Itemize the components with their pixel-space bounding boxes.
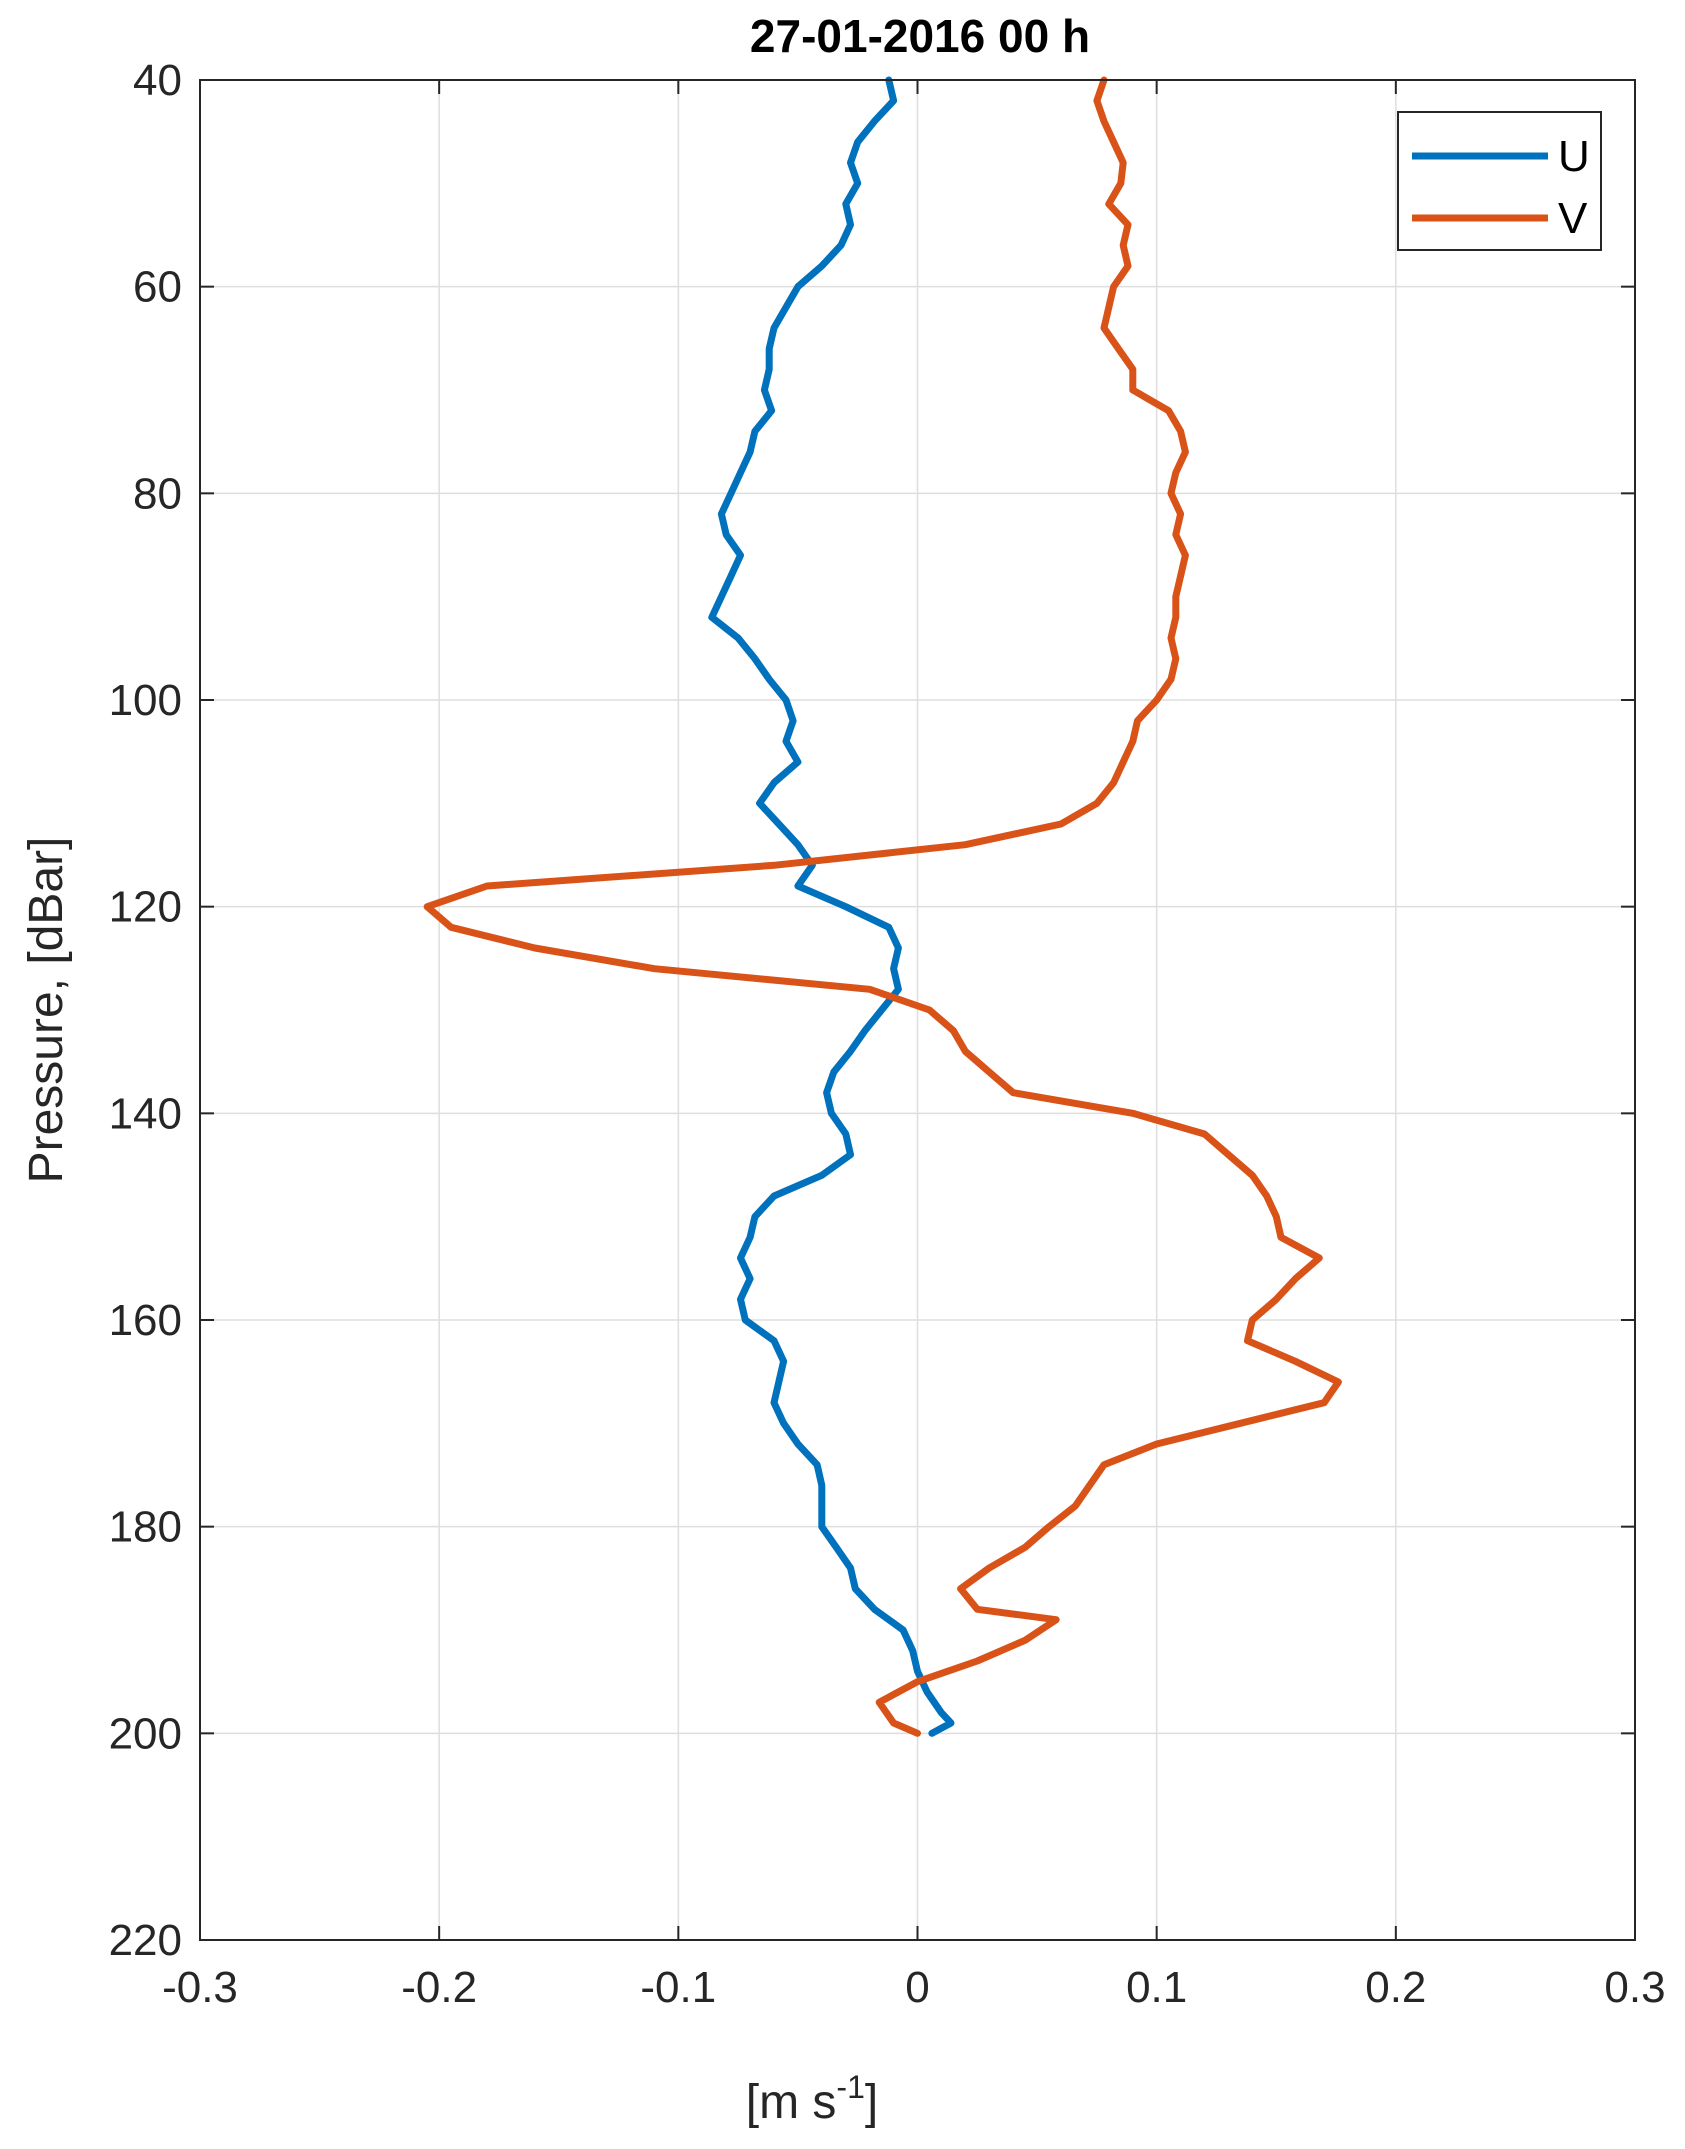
- legend-label-v: V: [1558, 194, 1588, 243]
- x-tick-label: -0.3: [162, 1963, 238, 2012]
- y-tick-label: 160: [109, 1296, 182, 1345]
- x-axis-ticks: -0.3 -0.2 -0.1 0 0.1 0.2 0.3: [162, 80, 1666, 2012]
- x-axis-label-superscript: -1: [836, 2069, 864, 2105]
- series-u-line: [708, 76, 955, 1737]
- x-axis-label-suffix: ]: [865, 2076, 878, 2129]
- y-tick-label: 100: [109, 676, 182, 725]
- y-axis-label: Pressure, [dBar]: [20, 837, 73, 1184]
- series-v-line: [423, 76, 1342, 1737]
- x-tick-label: 0.1: [1126, 1963, 1187, 2012]
- y-tick-label: 120: [109, 883, 182, 932]
- legend-label-u: U: [1558, 132, 1590, 181]
- x-tick-label: 0: [905, 1963, 929, 2012]
- series-layer: [423, 76, 1342, 1737]
- y-tick-label: 220: [109, 1916, 182, 1965]
- chart-title: 27-01-2016 00 h: [750, 10, 1090, 62]
- x-axis-label-main: [m s: [746, 2076, 837, 2129]
- y-tick-label: 140: [109, 1089, 182, 1138]
- y-tick-label: 200: [109, 1709, 182, 1758]
- legend-box: [1397, 111, 1602, 251]
- x-tick-label: 0.2: [1365, 1963, 1426, 2012]
- y-axis-ticks: 40 60 80 100 120 140 160 180 200 220: [109, 56, 1635, 1965]
- legend: UV: [1397, 111, 1602, 251]
- x-tick-label: 0.3: [1604, 1963, 1665, 2012]
- x-axis-label: [m s-1]: [746, 2069, 878, 2129]
- y-tick-label: 180: [109, 1503, 182, 1552]
- y-tick-label: 80: [133, 469, 182, 518]
- x-tick-label: -0.1: [640, 1963, 716, 2012]
- y-tick-label: 60: [133, 263, 182, 312]
- x-tick-label: -0.2: [401, 1963, 477, 2012]
- y-tick-label: 40: [133, 56, 182, 105]
